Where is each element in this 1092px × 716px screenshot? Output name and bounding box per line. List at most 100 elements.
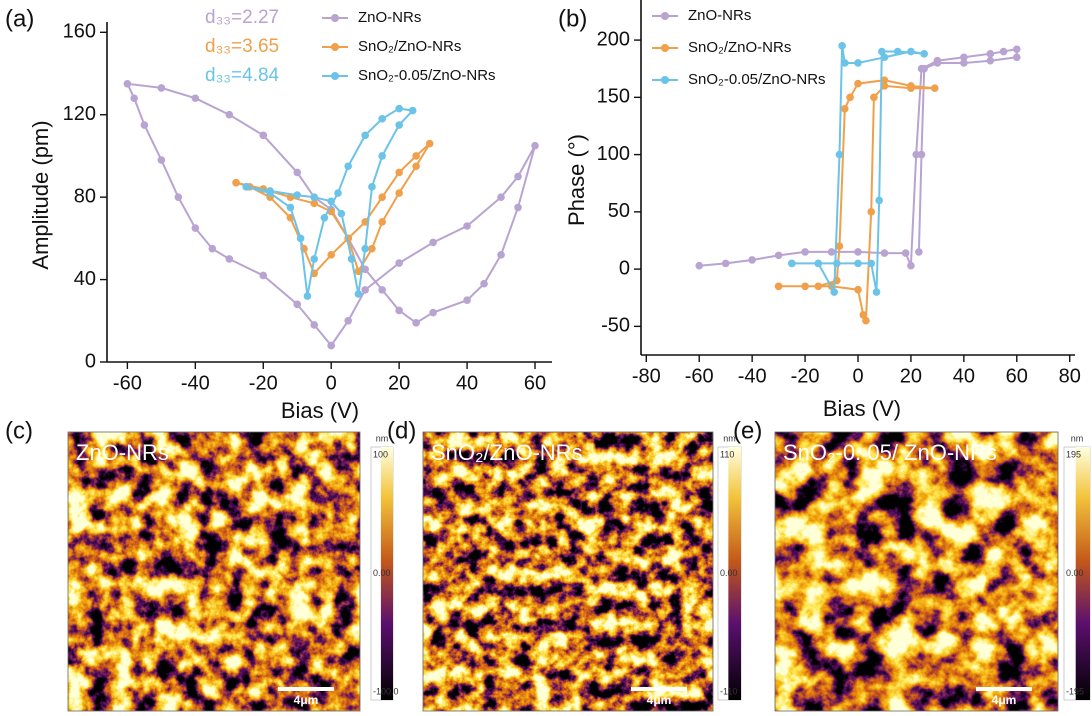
data-point	[208, 244, 217, 253]
data-point	[463, 222, 471, 230]
legend-label: ZnO-NRs	[688, 7, 751, 24]
y-tick-label: 120	[63, 103, 96, 125]
x-tick-label: 80	[1059, 365, 1081, 387]
panel-label: (a)	[5, 5, 34, 32]
data-point	[429, 308, 437, 317]
data-point	[933, 59, 942, 67]
data-point	[293, 300, 302, 309]
scale-bar	[976, 687, 1032, 691]
legend-marker	[331, 14, 339, 22]
colorbar-unit: nm	[1071, 433, 1084, 443]
data-point	[412, 162, 420, 171]
data-point	[748, 256, 756, 264]
data-point	[259, 271, 268, 280]
x-tick-label: -60	[113, 372, 142, 394]
data-point	[429, 238, 437, 247]
data-point	[310, 199, 319, 208]
colorbar	[728, 447, 741, 700]
panel-label: (d)	[387, 417, 416, 444]
panel-label: (b)	[558, 5, 587, 32]
data-point	[361, 131, 369, 140]
y-tick-label: 150	[597, 86, 630, 108]
data-point	[531, 141, 539, 150]
sample-label: SnO₂-0. 05/ ZnO-NRs	[783, 440, 997, 465]
data-point	[912, 150, 921, 159]
legend-marker	[331, 72, 339, 80]
data-point	[814, 282, 823, 291]
data-point	[901, 249, 910, 257]
data-point	[157, 156, 166, 164]
data-point	[334, 189, 342, 197]
data-point	[875, 196, 883, 205]
scale-bar-label: 4μm	[992, 693, 1017, 707]
data-point	[266, 189, 274, 197]
data-point	[378, 115, 386, 123]
data-point	[514, 203, 522, 212]
annotation: d₃₃=3.65	[205, 36, 279, 57]
panel-label: (c)	[5, 417, 33, 444]
colorbar	[1075, 447, 1090, 700]
sample-label: ZnO-NRs	[76, 440, 169, 465]
data-point	[303, 292, 312, 300]
legend-marker	[661, 44, 669, 52]
y-tick-label: 160	[63, 21, 96, 43]
y-axis-label: Phase (°)	[564, 134, 589, 226]
afm-frame	[67, 431, 361, 712]
data-point	[840, 104, 849, 113]
data-point	[1012, 53, 1021, 62]
data-point	[320, 213, 329, 222]
data-point	[854, 285, 862, 294]
data-point	[907, 47, 915, 56]
data-point	[907, 82, 915, 90]
data-point	[327, 251, 335, 259]
x-tick-label: 0	[326, 372, 337, 394]
afm-frame	[422, 431, 714, 712]
series-line	[778, 79, 935, 322]
scale-bar	[631, 687, 687, 691]
data-point	[838, 42, 846, 50]
afm-frame	[774, 431, 1059, 712]
data-point	[854, 59, 862, 67]
data-point	[395, 168, 403, 177]
data-point	[827, 248, 836, 256]
legend-marker	[661, 12, 669, 20]
data-point	[514, 172, 522, 181]
data-point	[327, 197, 335, 206]
data-point	[930, 84, 939, 92]
data-point	[123, 80, 132, 88]
data-point	[327, 341, 335, 350]
data-point	[130, 94, 138, 103]
data-point	[774, 282, 783, 291]
panel-label: (e)	[733, 417, 762, 444]
x-tick-label: 0	[852, 365, 863, 387]
scale-bar-label: 4μm	[647, 693, 672, 707]
x-tick-label: 20	[388, 372, 410, 394]
legend-label: SnO₂-0.05/ZnO-NRs	[688, 71, 826, 88]
data-point	[480, 279, 488, 288]
x-tick-label: -40	[181, 372, 210, 394]
colorbar-label: 195	[1066, 449, 1081, 459]
y-axis-label: Amplitude (pm)	[28, 120, 53, 269]
data-point	[814, 259, 823, 268]
data-point	[140, 121, 149, 129]
data-point	[310, 193, 319, 201]
data-point	[880, 249, 889, 257]
data-point	[225, 110, 234, 119]
data-point	[774, 251, 783, 260]
data-point	[497, 251, 505, 259]
data-point	[368, 244, 376, 253]
data-point	[840, 59, 849, 67]
data-point	[378, 286, 386, 294]
colorbar-label: 0.00	[373, 568, 391, 578]
data-point	[915, 248, 923, 256]
data-point	[880, 82, 889, 90]
y-tick-label: 40	[74, 268, 96, 290]
data-point	[378, 218, 386, 226]
data-point	[378, 152, 386, 160]
data-point	[862, 316, 870, 325]
x-tick-label: 40	[953, 365, 975, 387]
data-point	[174, 193, 183, 201]
data-point	[395, 104, 403, 113]
colorbar-label: -110	[720, 686, 737, 696]
x-tick-label: -40	[738, 365, 767, 387]
